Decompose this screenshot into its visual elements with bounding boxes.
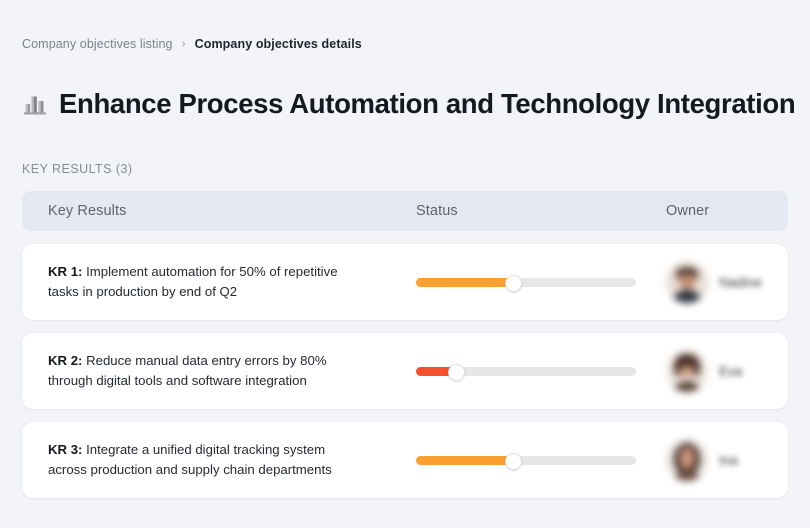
key-result-label: KR 3: <box>48 441 83 457</box>
slider-fill <box>416 455 513 465</box>
owner-name: Eva <box>719 363 743 379</box>
slider-thumb[interactable] <box>505 274 523 292</box>
owner-cell: Ina <box>662 439 788 482</box>
table-row[interactable]: KR 2: Reduce manual data entry errors by… <box>22 333 788 410</box>
key-result-description: Integrate a unified digital tracking sys… <box>48 441 332 478</box>
breadcrumb-parent-link[interactable]: Company objectives listing <box>22 37 173 51</box>
owner-name: Nadine <box>719 274 762 290</box>
slider-track <box>416 366 636 376</box>
table-row[interactable]: KR 3: Integrate a unified digital tracki… <box>22 422 788 499</box>
key-result-text: KR 3: Integrate a unified digital tracki… <box>48 440 348 481</box>
key-result-text: KR 1: Implement automation for 50% of re… <box>48 262 348 303</box>
key-result-cell: KR 1: Implement automation for 50% of re… <box>22 262 412 303</box>
avatar <box>666 439 708 482</box>
column-header-status: Status <box>416 203 458 220</box>
owner-name: Ina <box>719 452 738 468</box>
key-results-section-label: KEY RESULTS (3) <box>22 162 133 177</box>
breadcrumb-current: Company objectives details <box>194 37 362 51</box>
owner-cell: Nadine <box>662 261 788 304</box>
slider-fill <box>416 366 456 376</box>
key-result-description: Implement automation for 50% of repetiti… <box>48 263 338 300</box>
progress-slider[interactable] <box>416 363 636 381</box>
slider-thumb[interactable] <box>505 452 523 470</box>
status-cell <box>412 274 662 292</box>
key-result-cell: KR 2: Reduce manual data entry errors by… <box>22 351 412 392</box>
avatar <box>666 350 708 393</box>
breadcrumb: Company objectives listing › Company obj… <box>22 0 788 51</box>
status-cell <box>412 452 662 470</box>
slider-thumb[interactable] <box>448 363 466 381</box>
column-header-key-results: Key Results <box>48 203 127 220</box>
owner[interactable]: Ina <box>666 439 788 482</box>
key-result-label: KR 2: <box>48 352 83 368</box>
slider-fill <box>416 277 513 287</box>
owner[interactable]: Nadine <box>666 261 788 304</box>
slider-track <box>416 455 636 465</box>
status-cell <box>412 363 662 381</box>
slider-track <box>416 277 636 287</box>
avatar <box>666 261 708 304</box>
progress-slider[interactable] <box>416 274 636 292</box>
chevron-right-icon: › <box>181 36 186 51</box>
office-building-icon <box>22 91 48 117</box>
table-header-row: Key Results Status Owner <box>22 191 788 232</box>
key-results-table: Key Results Status Owner KR 1: Implement… <box>22 191 788 499</box>
progress-slider[interactable] <box>416 452 636 470</box>
page-header: Enhance Process Automation and Technolog… <box>22 70 796 139</box>
table-row[interactable]: KR 1: Implement automation for 50% of re… <box>22 244 788 321</box>
key-result-cell: KR 3: Integrate a unified digital tracki… <box>22 440 412 481</box>
owner-cell: Eva <box>662 350 788 393</box>
column-header-owner: Owner <box>666 203 710 220</box>
key-result-text: KR 2: Reduce manual data entry errors by… <box>48 351 348 392</box>
key-result-label: KR 1: <box>48 263 83 279</box>
key-result-description: Reduce manual data entry errors by 80% t… <box>48 352 327 389</box>
owner[interactable]: Eva <box>666 350 788 393</box>
page-title: Enhance Process Automation and Technolog… <box>59 87 796 119</box>
